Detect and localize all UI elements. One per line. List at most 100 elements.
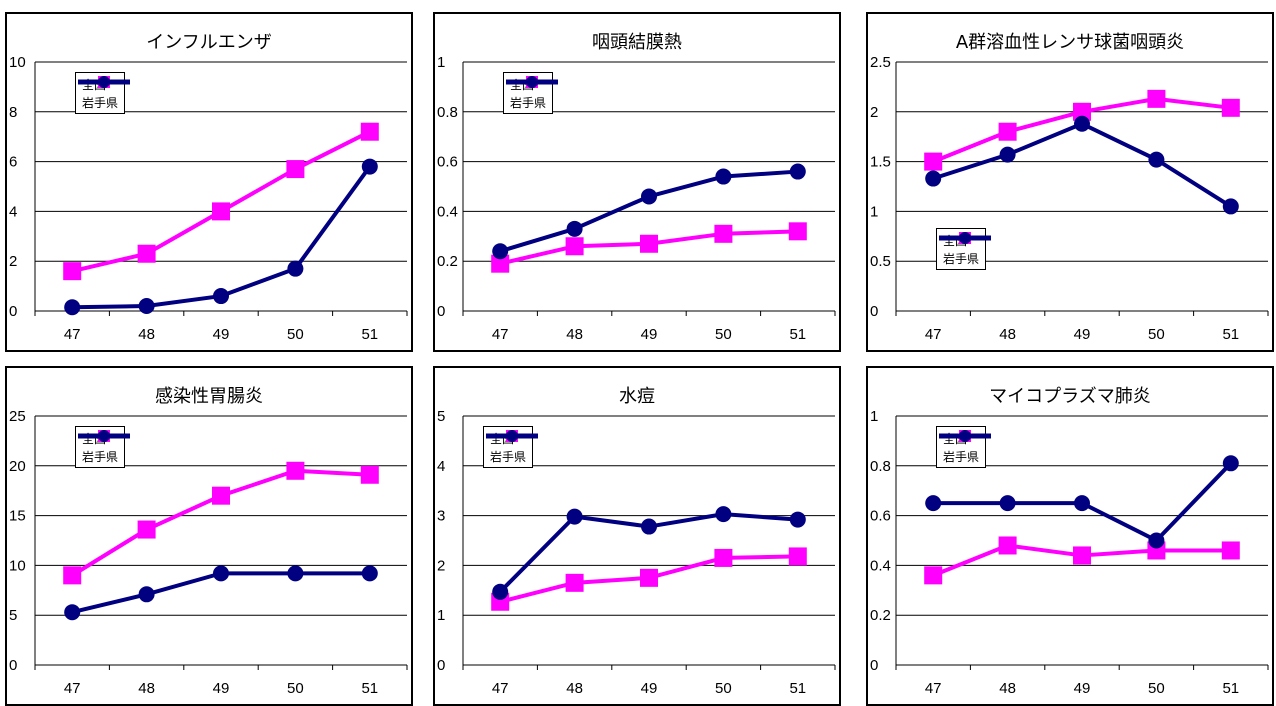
- x-tick-label: 47: [64, 680, 81, 697]
- y-tick-label: 0: [437, 657, 445, 674]
- x-tick-label: 49: [1074, 680, 1091, 697]
- y-tick-label: 1.5: [870, 154, 891, 171]
- legend-item-iwate: 岩手県: [939, 232, 991, 267]
- legend-label-iwate: 岩手県: [943, 251, 980, 266]
- x-tick-label: 51: [789, 680, 806, 697]
- data-point-iwate: [566, 220, 583, 237]
- legend-label-iwate: 岩手県: [510, 95, 547, 110]
- data-point-iwate: [1148, 532, 1165, 549]
- chart-title: A群溶血性レンサ球菌咽頭炎: [955, 32, 1185, 53]
- x-tick-label: 47: [925, 326, 942, 343]
- series-line-iwate: [72, 165, 372, 310]
- y-tick-label: 4: [9, 203, 17, 220]
- x-tick-label: 50: [1148, 326, 1165, 343]
- chart-panel-strep-pharyngitis: A群溶血性レンサ球菌咽頭炎 0 0.5 1 1.5 2 2.5 47 48 49 50 51 全国 …: [866, 12, 1274, 352]
- y-tick-label: 1: [437, 607, 445, 624]
- chart-legend: 全国 岩手県: [936, 426, 991, 468]
- data-point-iwate: [361, 158, 378, 175]
- legend-label-iwate: 岩手県: [82, 449, 119, 464]
- data-point-national: [998, 536, 1017, 555]
- data-point-national: [212, 202, 230, 221]
- y-tick-label: 0: [9, 303, 17, 320]
- data-point-national: [924, 152, 943, 171]
- y-tick-label: 0.8: [437, 104, 458, 121]
- data-point-national: [1147, 89, 1166, 108]
- data-point-iwate: [138, 586, 155, 603]
- y-tick-label: 0: [870, 657, 878, 674]
- chart-legend: 全国 岩手県: [483, 426, 538, 468]
- x-tick-label: 51: [361, 326, 378, 343]
- data-point-national: [788, 547, 807, 566]
- data-point-iwate: [492, 583, 509, 600]
- legend-label-iwate: 岩手県: [490, 449, 527, 464]
- data-point-national: [63, 262, 82, 281]
- y-tick-label: 0: [9, 657, 17, 674]
- data-point-national: [788, 222, 807, 241]
- chart-legend: 全国 岩手県: [503, 72, 558, 114]
- y-tick-label: 15: [9, 508, 26, 525]
- data-point-iwate: [1222, 198, 1239, 215]
- y-tick-label: 10: [9, 54, 26, 71]
- data-point-iwate: [566, 508, 583, 525]
- y-tick-label: 20: [9, 458, 26, 475]
- x-tick-label: 47: [64, 326, 81, 343]
- x-tick-label: 51: [789, 326, 806, 343]
- legend-label-iwate: 岩手県: [943, 449, 980, 464]
- x-tick-label: 48: [566, 326, 583, 343]
- legend-item-iwate: 岩手県: [486, 430, 538, 465]
- data-point-iwate: [213, 565, 229, 582]
- data-point-national: [565, 573, 584, 592]
- x-tick-label: 49: [213, 326, 230, 343]
- legend-swatch-iwate: [939, 430, 991, 442]
- y-tick-label: 0.2: [870, 607, 891, 624]
- data-point-national: [924, 566, 943, 585]
- data-point-iwate: [789, 511, 806, 528]
- chart-plot: 0 5 10 15 20 25 47 48 49 50 51: [9, 408, 408, 697]
- legend-swatch-iwate: [486, 430, 538, 442]
- chart-title: 水痘: [619, 386, 655, 407]
- x-tick-label: 50: [715, 680, 732, 697]
- x-tick-label: 48: [566, 680, 583, 697]
- legend-item-iwate: 岩手県: [939, 430, 991, 465]
- data-point-national: [360, 122, 379, 141]
- legend-swatch-iwate: [78, 76, 130, 88]
- y-tick-label: 1: [870, 203, 878, 220]
- chart-plot: 0 0.2 0.4 0.6 0.8 1 47 48 49 50 51: [870, 408, 1269, 697]
- data-point-iwate: [641, 518, 657, 535]
- chart-plot: 0 2 4 6 8 10 47 48 49 50 51: [9, 54, 408, 343]
- data-point-iwate: [789, 163, 806, 180]
- legend-item-iwate: 岩手県: [78, 76, 130, 111]
- data-point-national: [63, 566, 82, 585]
- data-point-national: [640, 234, 658, 253]
- data-point-iwate: [213, 288, 229, 305]
- chart-panel-infectious-gastroenteritis: 感染性胃腸炎 0 5 10 15 20 25 47 48 49 50 51 全国 岩手県: [5, 366, 413, 706]
- series-line-national: [71, 129, 371, 274]
- y-tick-label: 0: [870, 303, 878, 320]
- chart-title: マイコプラズマ肺炎: [989, 386, 1151, 407]
- data-point-national: [212, 486, 230, 505]
- chart-panel-chickenpox: 水痘 0 1 2 3 4 5 47 48 49 50 51 全国 岩手県: [433, 366, 841, 706]
- x-tick-label: 49: [1074, 326, 1091, 343]
- data-point-iwate: [641, 188, 657, 205]
- legend-swatch-iwate: [506, 76, 558, 88]
- series-line-iwate: [932, 121, 1232, 209]
- legend-label-iwate: 岩手県: [82, 95, 119, 110]
- data-point-iwate: [925, 170, 942, 187]
- x-tick-label: 48: [999, 680, 1016, 697]
- data-point-national: [1073, 102, 1091, 121]
- y-tick-label: 3: [437, 508, 445, 525]
- x-tick-label: 50: [287, 680, 304, 697]
- data-point-iwate: [715, 168, 732, 185]
- chart-title: 感染性胃腸炎: [155, 386, 263, 407]
- x-tick-label: 51: [361, 680, 378, 697]
- y-tick-label: 6: [9, 154, 17, 171]
- chart-title: インフルエンザ: [146, 32, 272, 53]
- data-point-national: [360, 465, 379, 484]
- chart-panel-influenza: インフルエンザ 0 2 4 6 8 10 47 48 49 50 51 全国 岩手県: [5, 12, 413, 352]
- legend-swatch-iwate: [78, 430, 130, 442]
- x-tick-label: 47: [492, 326, 509, 343]
- y-tick-label: 0.6: [870, 508, 891, 525]
- chart-title: 咽頭結膜熱: [592, 32, 682, 53]
- x-tick-label: 48: [138, 326, 155, 343]
- y-tick-label: 4: [437, 458, 445, 475]
